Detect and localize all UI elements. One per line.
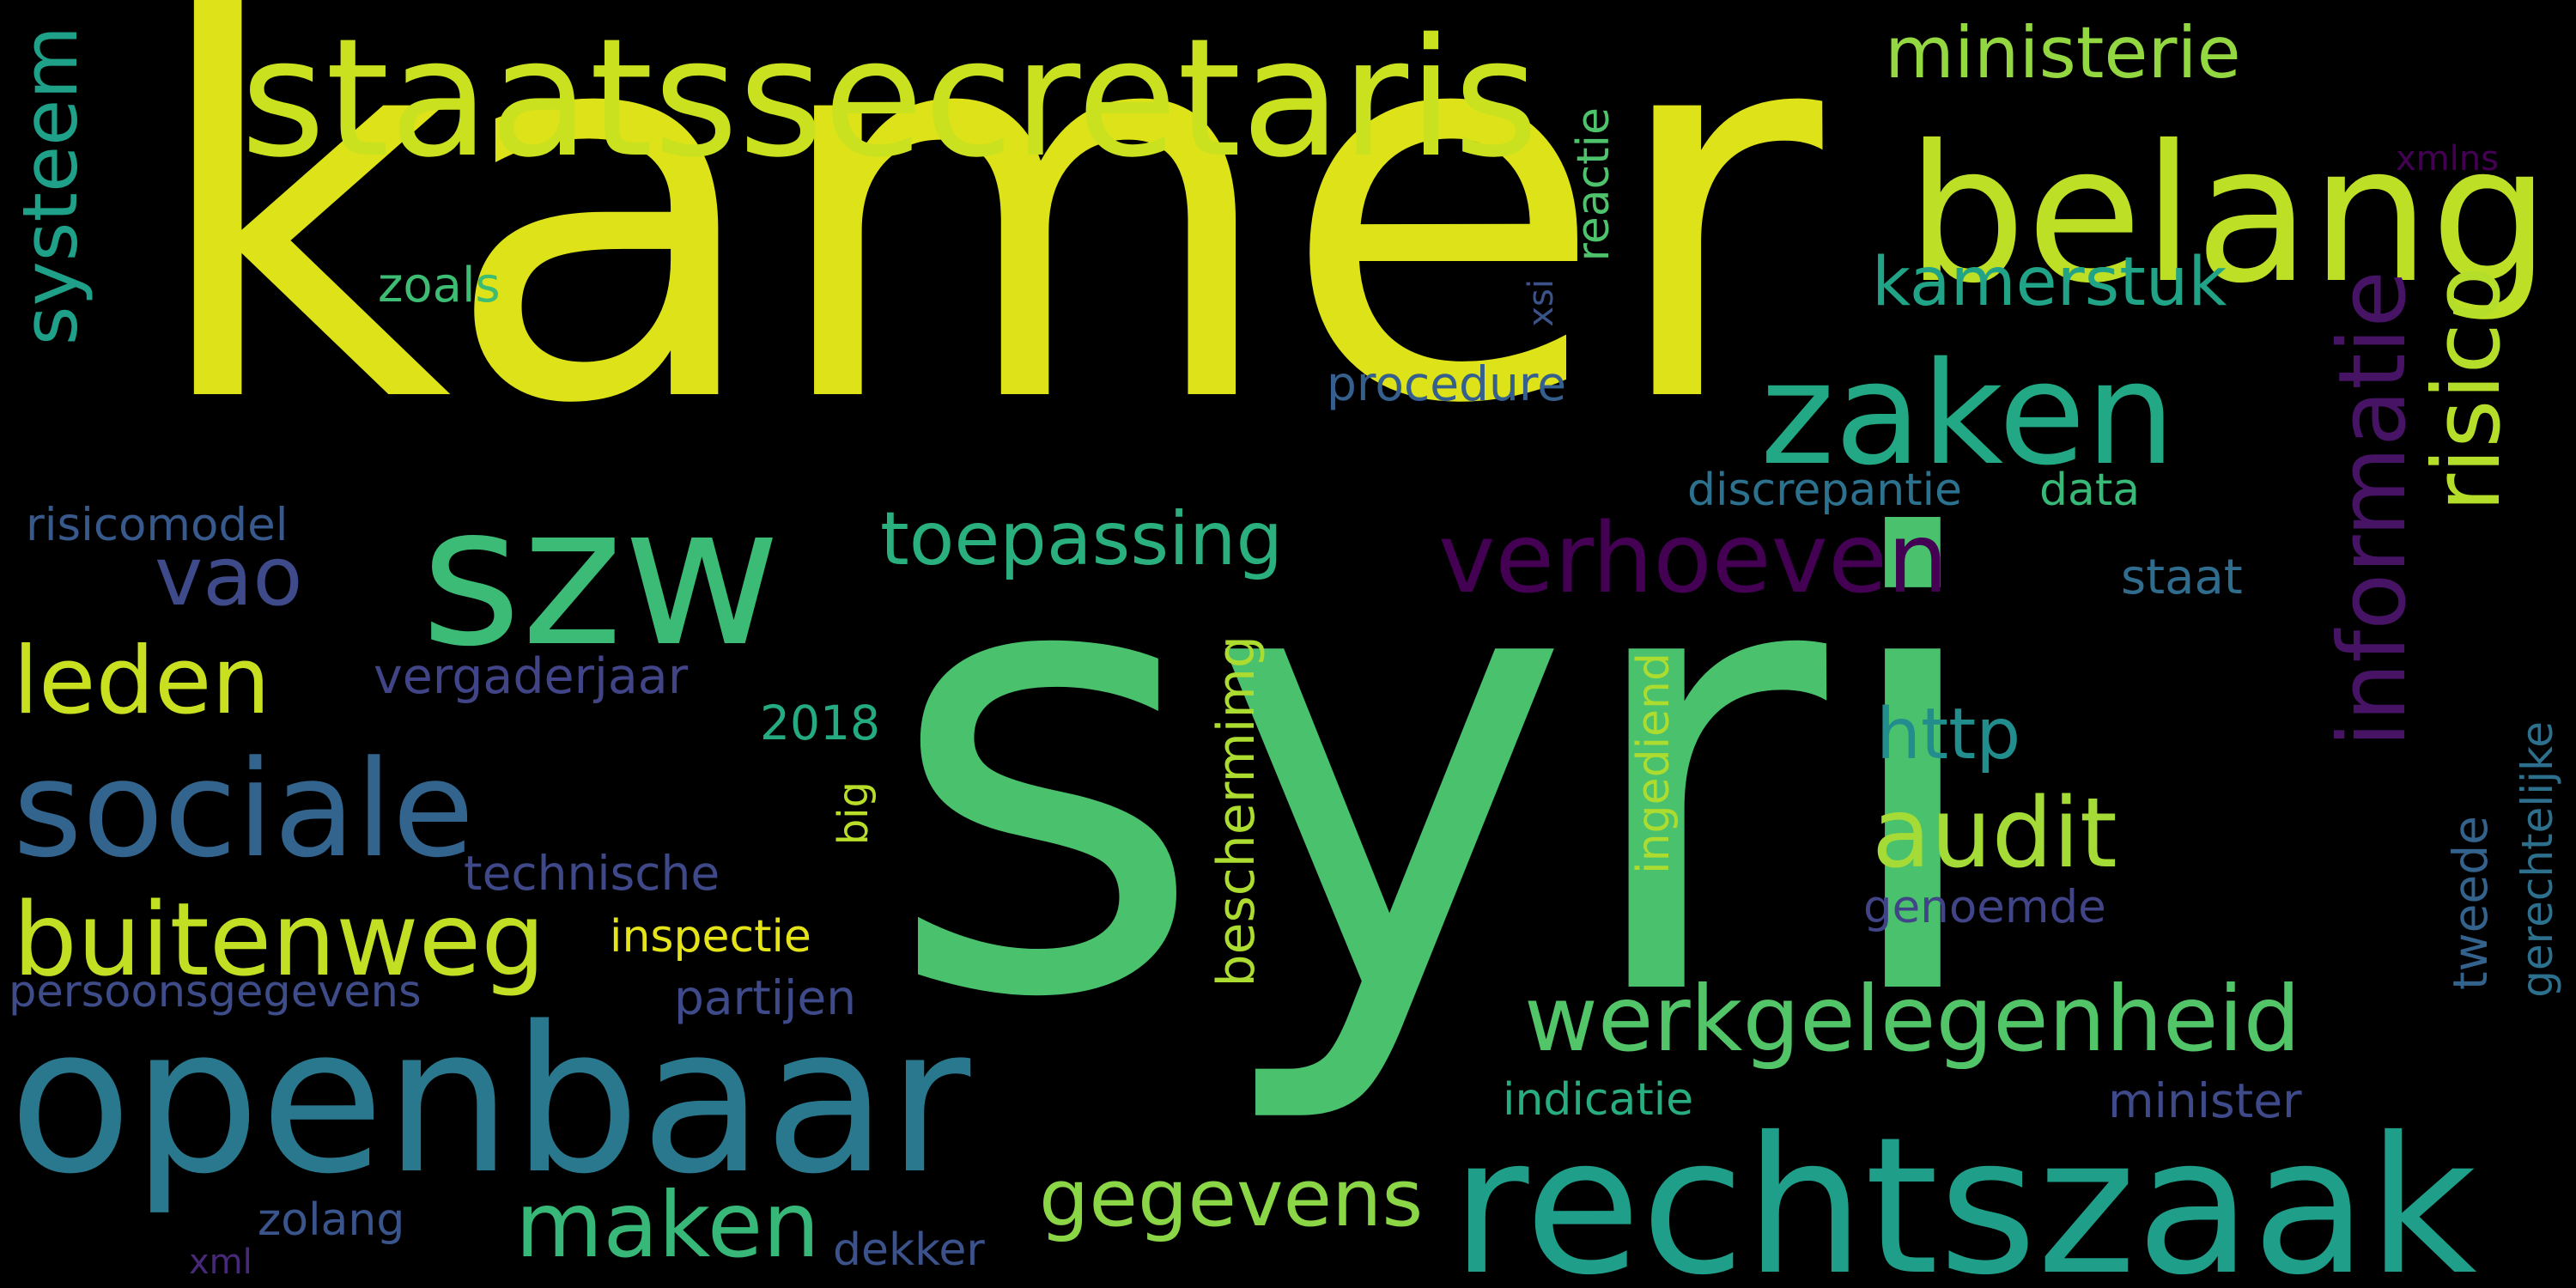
word-big: big	[829, 781, 878, 846]
word-indicatie: indicatie	[1503, 1074, 1694, 1126]
word-kamer: kamer	[146, 0, 1823, 519]
word-risico: risico	[2414, 266, 2521, 513]
word-minister: minister	[2108, 1073, 2302, 1128]
word-technische: technische	[464, 846, 720, 901]
word-ingediend: ingediend	[1628, 653, 1680, 874]
word-maken: maken	[515, 1173, 820, 1278]
word-buitenweg: buitenweg	[13, 880, 546, 999]
word-sociale: sociale	[13, 732, 475, 887]
word-gegevens: gegevens	[1039, 1152, 1424, 1244]
word-2018: 2018	[760, 696, 880, 750]
word-verhoeven: verhoeven	[1438, 503, 1948, 615]
word-data: data	[2039, 465, 2141, 516]
word-systeem: systeem	[6, 26, 94, 346]
word-belang: belang	[1906, 105, 2551, 325]
word-genoemde: genoemde	[1863, 881, 2106, 933]
word-inspectie: inspectie	[610, 911, 811, 963]
word-syri: syri	[884, 413, 1999, 1133]
word-ministerie: ministerie	[1885, 11, 2241, 94]
word-xmlns: xmlns	[2396, 139, 2499, 179]
word-zaken: zaken	[1760, 331, 2176, 496]
word-dekker: dekker	[833, 1224, 985, 1276]
word-gerechtelijke: gerechtelijke	[2512, 721, 2562, 998]
word-audit: audit	[1872, 778, 2117, 890]
word-informatie: informatie	[2319, 270, 2427, 748]
word-szw: szw	[421, 465, 781, 690]
word-openbaar: openbaar	[9, 984, 971, 1218]
word-vergaderjaar: vergaderjaar	[374, 648, 689, 705]
word-rechtszaak: rechtszaak	[1451, 1097, 2477, 1288]
word-partijen: partijen	[674, 970, 857, 1025]
word-werkgelegenheid: werkgelegenheid	[1524, 967, 2301, 1072]
word-beschermimg: beschermimg	[1206, 635, 1267, 987]
word-http: http	[1876, 694, 2021, 775]
word-xsi: xsi	[1522, 279, 1561, 327]
word-leden: leden	[13, 628, 270, 735]
word-vao: vao	[155, 530, 303, 624]
word-risicomodel: risicomodel	[26, 499, 289, 551]
word-kamerstuk: kamerstuk	[1872, 244, 2227, 321]
word-reactie: reactie	[1568, 107, 1619, 262]
word-procedure: procedure	[1327, 356, 1567, 411]
word-xml: xml	[189, 1242, 252, 1282]
word-toepassing: toepassing	[880, 496, 1284, 582]
word-discrepantie: discrepantie	[1687, 465, 1963, 516]
word-staatssecretaris: staatssecretaris	[240, 3, 1539, 193]
word-persoonsgegevens: persoonsgegevens	[9, 967, 422, 1018]
word-zoals: zoals	[378, 258, 501, 313]
word-staat: staat	[2121, 550, 2243, 605]
word-zolang: zolang	[258, 1194, 405, 1246]
word-tweede: tweede	[2443, 816, 2498, 990]
